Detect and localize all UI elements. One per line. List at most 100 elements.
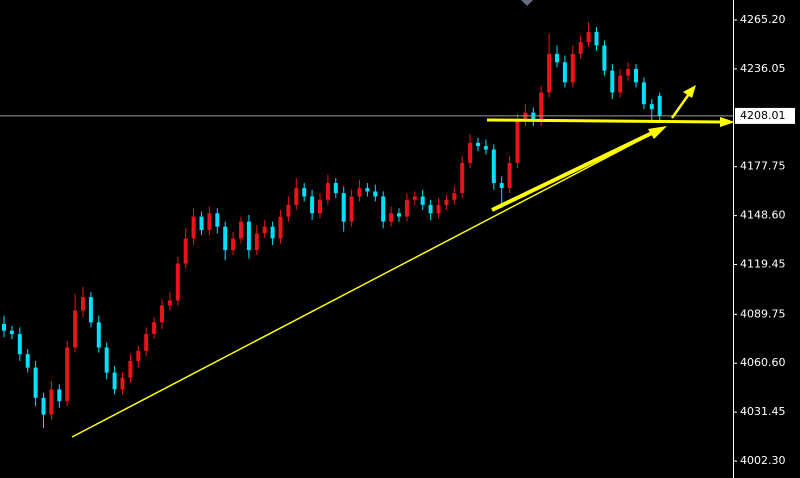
- candle-body: [452, 193, 457, 200]
- candle-body: [412, 196, 417, 200]
- current-price-box: [735, 107, 795, 124]
- candle-body: [404, 199, 409, 217]
- candle-body: [128, 360, 133, 378]
- candle-body: [144, 334, 149, 351]
- candle-body: [649, 104, 654, 110]
- candle-body: [468, 142, 473, 163]
- candle-body: [96, 322, 101, 348]
- y-axis: 4265.20 4236.05 4177.75 4148.60 4119.45 4089.…: [733, 13, 795, 467]
- candle-body: [278, 216, 283, 239]
- candle-body: [476, 142, 480, 147]
- candle-body: [286, 204, 291, 217]
- candle-body: [223, 226, 228, 251]
- candle-body: [310, 196, 315, 214]
- candle-body: [507, 162, 512, 189]
- candle-body: [333, 183, 338, 194]
- candle-body: [365, 188, 370, 192]
- candle-body: [112, 372, 117, 390]
- y-tick-label: 4089.75: [740, 307, 786, 320]
- y-tick-label: 4031.45: [740, 405, 786, 418]
- candle-body: [381, 196, 386, 222]
- up-arrow: [670, 93, 691, 119]
- candle-body: [389, 213, 394, 222]
- candle-body: [183, 238, 188, 264]
- candle-body: [491, 149, 496, 184]
- candle-body: [246, 221, 251, 251]
- candle-body: [618, 75, 623, 93]
- trend-line: [71, 126, 666, 438]
- candle-body: [239, 221, 243, 239]
- scroll-marker: [521, 0, 533, 6]
- candle-body: [657, 95, 662, 116]
- candle-body: [254, 233, 259, 251]
- candle-body: [120, 377, 125, 390]
- candle-body: [33, 367, 38, 398]
- candle-body: [81, 297, 85, 311]
- candle-body: [49, 389, 54, 415]
- candle-body: [17, 334, 22, 355]
- candle-body: [302, 188, 307, 197]
- y-tick-label: 4148.60: [740, 209, 786, 222]
- candle-body: [231, 238, 236, 251]
- candle-body: [262, 226, 267, 234]
- y-tick-label: 4265.20: [740, 13, 786, 26]
- candle-body: [207, 213, 212, 231]
- candle-body: [175, 263, 180, 301]
- candle-body: [578, 42, 583, 54]
- candle-body: [9, 330, 14, 335]
- candle-body: [539, 92, 544, 121]
- arrow-head: [648, 126, 667, 139]
- candle-body: [626, 68, 631, 76]
- candle-body: [136, 350, 141, 361]
- candle-body: [428, 204, 433, 214]
- current-price-label: 4208.01: [740, 109, 786, 122]
- arrow-head: [683, 85, 696, 98]
- candle-body: [547, 53, 552, 93]
- candle-body: [215, 213, 220, 227]
- candle-body: [318, 199, 322, 214]
- candle-body: [523, 112, 528, 121]
- candle-body: [199, 216, 204, 231]
- candles: [2, 21, 662, 429]
- candle-body: [41, 397, 46, 415]
- candle-body: [594, 32, 599, 46]
- candle-body: [152, 322, 157, 335]
- arrow-head: [720, 117, 735, 127]
- candle-body: [270, 226, 275, 239]
- trend-arrow: [491, 131, 653, 212]
- candle-body: [586, 32, 591, 43]
- candle-body: [397, 213, 401, 217]
- candle-body: [444, 199, 449, 205]
- y-tick-label: 4236.05: [740, 62, 786, 75]
- candle-body: [25, 354, 30, 368]
- y-tick-label: 4060.60: [740, 356, 786, 369]
- candle-body: [104, 347, 109, 373]
- support-arrow: [486, 118, 723, 124]
- candle-body: [160, 305, 164, 323]
- candle-body: [515, 120, 520, 163]
- candle-body: [641, 82, 646, 105]
- y-tick-label: 4002.30: [740, 454, 786, 467]
- candle-body: [349, 196, 354, 222]
- candle-body: [602, 45, 607, 71]
- candle-body: [483, 146, 488, 150]
- candle-body: [436, 204, 441, 214]
- y-tick-label: 4177.75: [740, 160, 786, 173]
- candle-body: [167, 300, 172, 306]
- candle-body: [294, 188, 299, 205]
- candle-body: [562, 62, 567, 83]
- candle-body: [73, 310, 78, 348]
- y-tick-label: 4119.45: [740, 258, 786, 271]
- candle-body: [420, 196, 425, 205]
- candle-body: [65, 347, 70, 402]
- candle-body: [570, 53, 575, 83]
- candle-body: [634, 68, 638, 83]
- candle-body: [341, 193, 346, 222]
- candle-body: [88, 297, 93, 323]
- candle-body: [555, 53, 559, 63]
- candle-body: [499, 183, 504, 189]
- candle-body: [325, 183, 330, 200]
